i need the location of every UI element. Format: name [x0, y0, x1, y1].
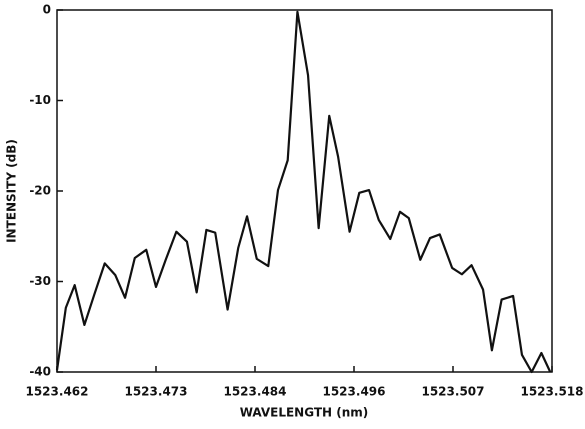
y-axis-label: INTENSITY (dB) — [5, 139, 19, 243]
x-tick-label: 1523.496 — [322, 385, 385, 399]
x-tick-label: 1523.473 — [124, 385, 187, 399]
y-tick-label: -40 — [29, 365, 51, 379]
plot-frame — [56, 9, 553, 373]
y-tick-label: -20 — [29, 184, 51, 198]
data-line — [55, 10, 552, 374]
x-tick-label: 1523.484 — [223, 385, 286, 399]
x-axis-label: WAVELENGTH (nm) — [240, 406, 369, 420]
x-tick-label: 1523.462 — [25, 385, 88, 399]
x-tick-label: 1523.518 — [520, 385, 583, 399]
y-tick-label: 0 — [43, 3, 51, 17]
y-tick-label: -30 — [29, 274, 51, 288]
x-tick-label: 1523.507 — [421, 385, 484, 399]
y-tick-label: -10 — [29, 93, 51, 107]
